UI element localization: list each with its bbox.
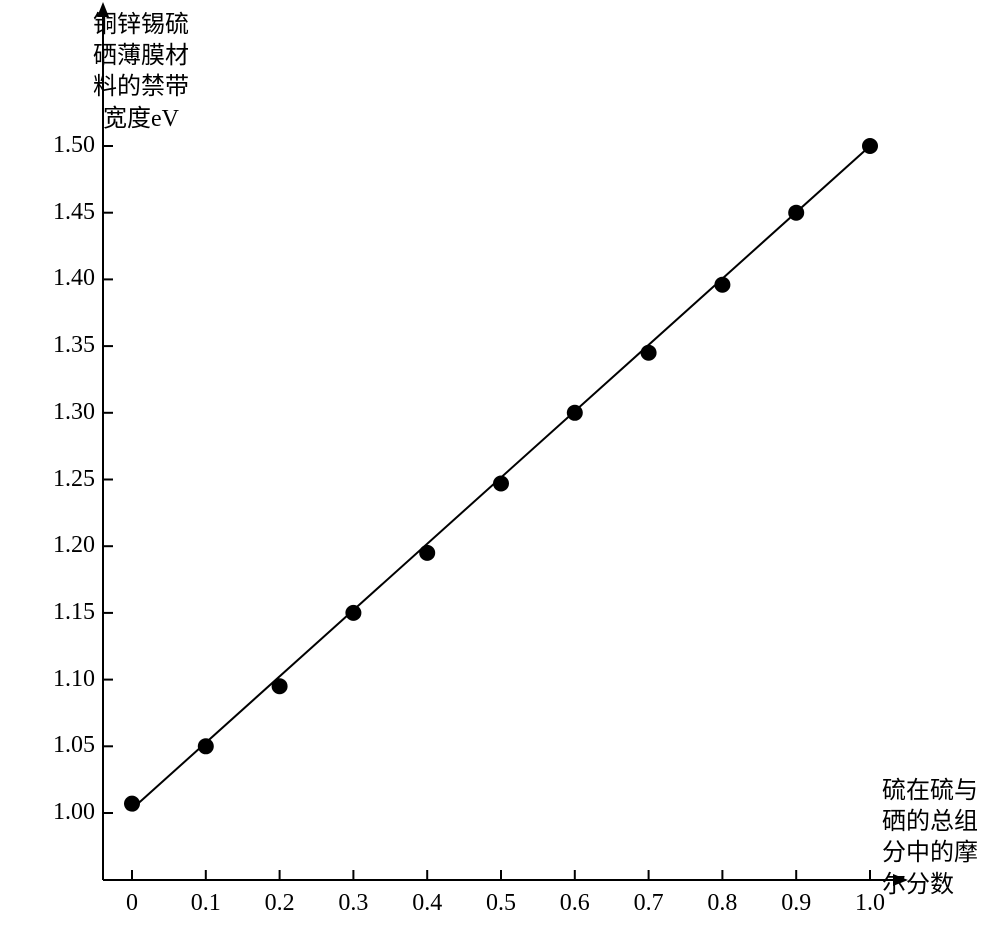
data-point [419, 545, 435, 561]
y-tick-label: 1.30 [53, 399, 95, 426]
data-point [493, 476, 509, 492]
data-point [198, 738, 214, 754]
y-tick-label: 1.50 [53, 132, 95, 159]
y-tick-label: 1.25 [53, 466, 95, 493]
x-tick-label: 0.2 [255, 890, 305, 917]
y-tick-label: 1.40 [53, 265, 95, 292]
chart-svg [0, 0, 1000, 946]
x-axis-title: 硫在硫与 硒的总组 分中的摩 尔分数 [882, 776, 1000, 901]
data-point [124, 796, 140, 812]
x-tick-label: 0.7 [624, 890, 674, 917]
x-tick-label: 0.1 [181, 890, 231, 917]
x-tick-label: 0 [107, 890, 157, 917]
data-point [788, 205, 804, 221]
y-tick-label: 1.00 [53, 799, 95, 826]
x-tick-label: 0.5 [476, 890, 526, 917]
x-tick-label: 0.4 [402, 890, 452, 917]
x-tick-label: 0.3 [328, 890, 378, 917]
y-tick-label: 1.05 [53, 732, 95, 759]
data-point [862, 138, 878, 154]
y-tick-label: 1.35 [53, 332, 95, 359]
data-point [345, 605, 361, 621]
data-point [641, 345, 657, 361]
x-tick-label: 0.6 [550, 890, 600, 917]
x-tick-label: 0.9 [771, 890, 821, 917]
chart-container: 铜锌锡硫 硒薄膜材 料的禁带 宽度eV 硫在硫与 硒的总组 分中的摩 尔分数 1… [0, 0, 1000, 946]
y-tick-label: 1.10 [53, 666, 95, 693]
data-point [567, 405, 583, 421]
x-tick-label: 1.0 [845, 890, 895, 917]
x-tick-label: 0.8 [697, 890, 747, 917]
y-axis-title: 铜锌锡硫 硒薄膜材 料的禁带 宽度eV [81, 10, 201, 135]
y-tick-label: 1.20 [53, 532, 95, 559]
data-point [714, 277, 730, 293]
y-tick-label: 1.45 [53, 199, 95, 226]
data-point [272, 678, 288, 694]
y-tick-label: 1.15 [53, 599, 95, 626]
